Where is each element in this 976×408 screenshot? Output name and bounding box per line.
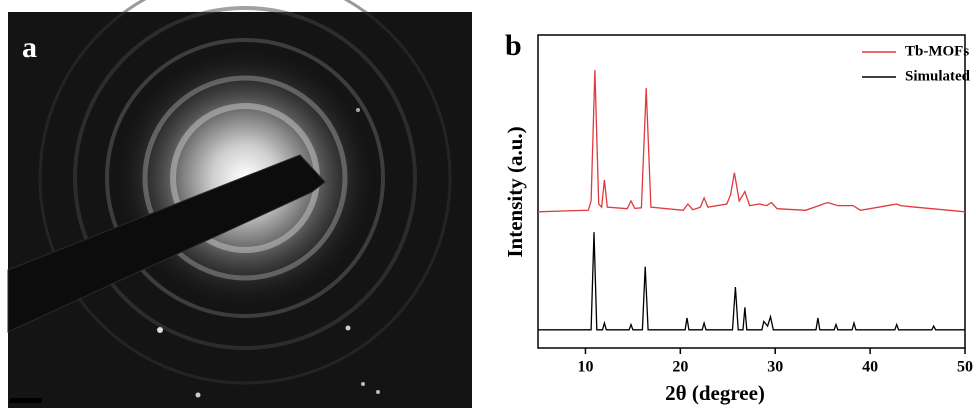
x-tick-label: 10 xyxy=(577,359,593,376)
x-tick-label: 40 xyxy=(862,359,878,376)
diffraction-image: a xyxy=(7,0,472,408)
panel-label: b xyxy=(505,29,522,62)
legend-label: Tb-MOFs xyxy=(905,43,969,59)
legend-label: Simulated xyxy=(905,68,971,84)
series-line xyxy=(538,232,965,331)
x-axis-label: 2θ (degree) xyxy=(665,381,765,405)
y-axis-label: Intensity (a.u.) xyxy=(503,126,527,257)
series-line xyxy=(537,70,966,213)
x-tick-label: 30 xyxy=(767,359,783,376)
x-tick-label: 50 xyxy=(957,359,973,376)
x-tick-label: 20 xyxy=(672,359,688,376)
plot-frame xyxy=(537,34,966,349)
panel-label: a xyxy=(22,31,37,64)
